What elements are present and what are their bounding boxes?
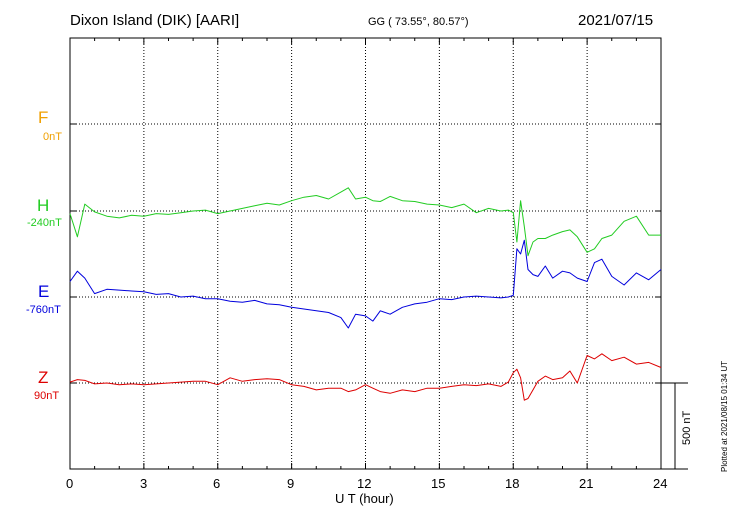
x-tick-label-24: 24: [653, 476, 668, 491]
series-line-h: [69, 187, 661, 257]
station-title: Dixon Island (DIK) [AARI]: [70, 12, 240, 29]
series-lines: [69, 187, 662, 401]
x-tick-label-9: 9: [287, 476, 295, 491]
label-e-baseline: -760nT: [26, 304, 61, 316]
x-tick-label-3: 3: [140, 476, 148, 491]
label-h-letter: H: [37, 196, 50, 215]
label-f-baseline: 0nT: [43, 131, 62, 143]
station-coordinates: GG ( 73.55°, 80.57°): [368, 16, 469, 28]
label-z-letter: Z: [38, 368, 49, 387]
series-line-e: [69, 239, 662, 329]
scale-bar: [661, 382, 688, 470]
label-h-baseline: -240nT: [27, 217, 62, 229]
label-f-letter: F: [38, 108, 49, 127]
label-z-baseline: 90nT: [34, 390, 60, 402]
x-tick-label-15: 15: [431, 476, 446, 491]
plotted-timestamp: Plotted at 2021/08/15 01:34 UT: [720, 360, 729, 472]
x-tick-marks: [69, 38, 662, 469]
x-axis-label: U T (hour): [335, 491, 394, 506]
x-tick-label-0: 0: [66, 476, 74, 491]
x-tick-label-6: 6: [213, 476, 221, 491]
scale-bar-label: 500 nT: [681, 410, 693, 445]
x-tick-label-12: 12: [357, 476, 372, 491]
x-tick-label-21: 21: [579, 476, 594, 491]
series-line-z: [69, 353, 662, 401]
plot-grid: [70, 38, 661, 469]
chart-date: 2021/07/15: [578, 12, 654, 29]
label-e-letter: E: [38, 282, 50, 301]
x-tick-label-18: 18: [505, 476, 520, 491]
